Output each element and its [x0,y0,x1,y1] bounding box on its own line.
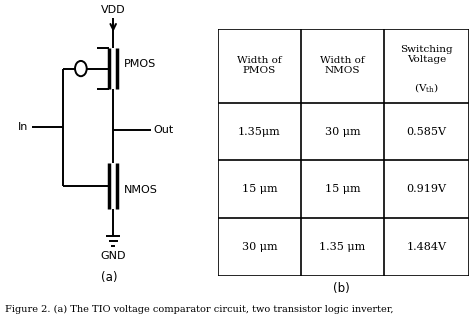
Text: In: In [18,122,29,132]
Text: GND: GND [100,251,126,261]
Text: Width of
PMOS: Width of PMOS [237,56,282,75]
Circle shape [75,61,87,76]
Text: (V$_{\mathregular{th}}$): (V$_{\mathregular{th}}$) [414,81,439,95]
Text: VDD: VDD [101,5,126,15]
Text: 1.35μm: 1.35μm [238,126,281,137]
Text: Switching
Voltage: Switching Voltage [400,45,453,64]
Text: (b): (b) [333,282,350,295]
Text: 0.585V: 0.585V [407,126,447,137]
Text: 0.919V: 0.919V [407,184,447,194]
Text: Out: Out [154,125,174,135]
Text: 15 μm: 15 μm [242,184,277,194]
Text: 30 μm: 30 μm [325,126,360,137]
Text: 1.484V: 1.484V [407,242,447,252]
Text: 15 μm: 15 μm [325,184,360,194]
Text: 1.35 μm: 1.35 μm [319,242,365,252]
Text: Width of
NMOS: Width of NMOS [320,56,365,75]
Text: (a): (a) [101,271,117,284]
Text: PMOS: PMOS [124,60,156,69]
Text: Figure 2. (a) The TIO voltage comparator circuit, two transistor logic inverter,: Figure 2. (a) The TIO voltage comparator… [5,305,393,314]
Text: 30 μm: 30 μm [242,242,277,252]
Text: NMOS: NMOS [124,185,157,195]
